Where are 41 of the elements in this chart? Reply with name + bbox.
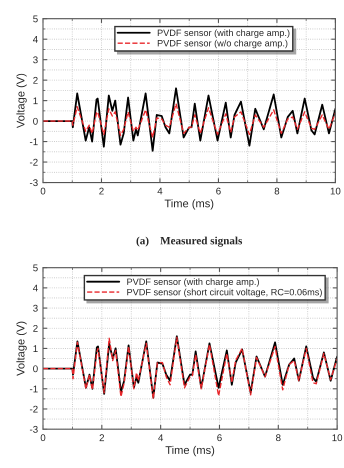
x-axis-title: Time (ms)	[166, 446, 214, 456]
y-tick-label: -2	[30, 158, 38, 166]
y-tick-label: -3	[30, 426, 38, 433]
y-tick-label: 1	[33, 97, 38, 104]
x-tick-label: 4	[158, 434, 164, 442]
legend-label: PVDF sensor (short circuit voltage, RC=0.06ms)	[127, 288, 322, 298]
line-series	[43, 87, 336, 152]
x-tick-label: 2	[100, 434, 104, 442]
x-tick-label: 4	[157, 188, 162, 194]
y-tick-label: 4	[32, 284, 38, 292]
y-tick-label: -3	[30, 179, 38, 186]
text: (a) Measured signals	[136, 236, 242, 247]
x-axis-title: Time (ms)	[164, 199, 214, 210]
x-tick-label: 8	[274, 188, 280, 195]
y-tick-label: -2	[30, 406, 38, 412]
y-tick-label: 2	[33, 76, 38, 84]
y-tick-label: 0	[33, 118, 38, 125]
y-tick-label: 0	[33, 365, 38, 372]
y-axis-title: Voltage (V)	[16, 322, 27, 376]
x-tick-label: 8	[276, 434, 281, 442]
x-tick-label: 6	[217, 434, 222, 442]
y-tick-label: 2	[33, 324, 38, 332]
y-tick-label: -1	[30, 138, 38, 146]
line-series	[43, 102, 336, 138]
y-tick-label: 1	[33, 345, 38, 352]
y-tick-label: 3	[33, 304, 38, 312]
y-tick-label: 5	[33, 16, 38, 22]
y-tick-label: -1	[30, 386, 38, 392]
legend-label: PVDF sensor (with charge amp.)	[127, 278, 259, 287]
x-tick-label: 0	[40, 188, 46, 195]
y-axis-title: Voltage (V)	[16, 74, 27, 128]
x-tick-label: 10	[330, 188, 340, 195]
legend-label: PVDF sensor (with charge amp.)	[158, 29, 290, 38]
y-tick-label: 4	[32, 36, 38, 43]
x-tick-label: 0	[40, 434, 46, 442]
x-tick-label: 10	[332, 434, 342, 442]
x-tick-label: 2	[99, 188, 104, 194]
y-tick-label: 5	[33, 264, 38, 272]
legend-label: PVDF sensor (w/o charge amp.)	[158, 40, 288, 48]
x-tick-label: 6	[216, 188, 221, 195]
y-tick-label: 3	[33, 56, 38, 64]
